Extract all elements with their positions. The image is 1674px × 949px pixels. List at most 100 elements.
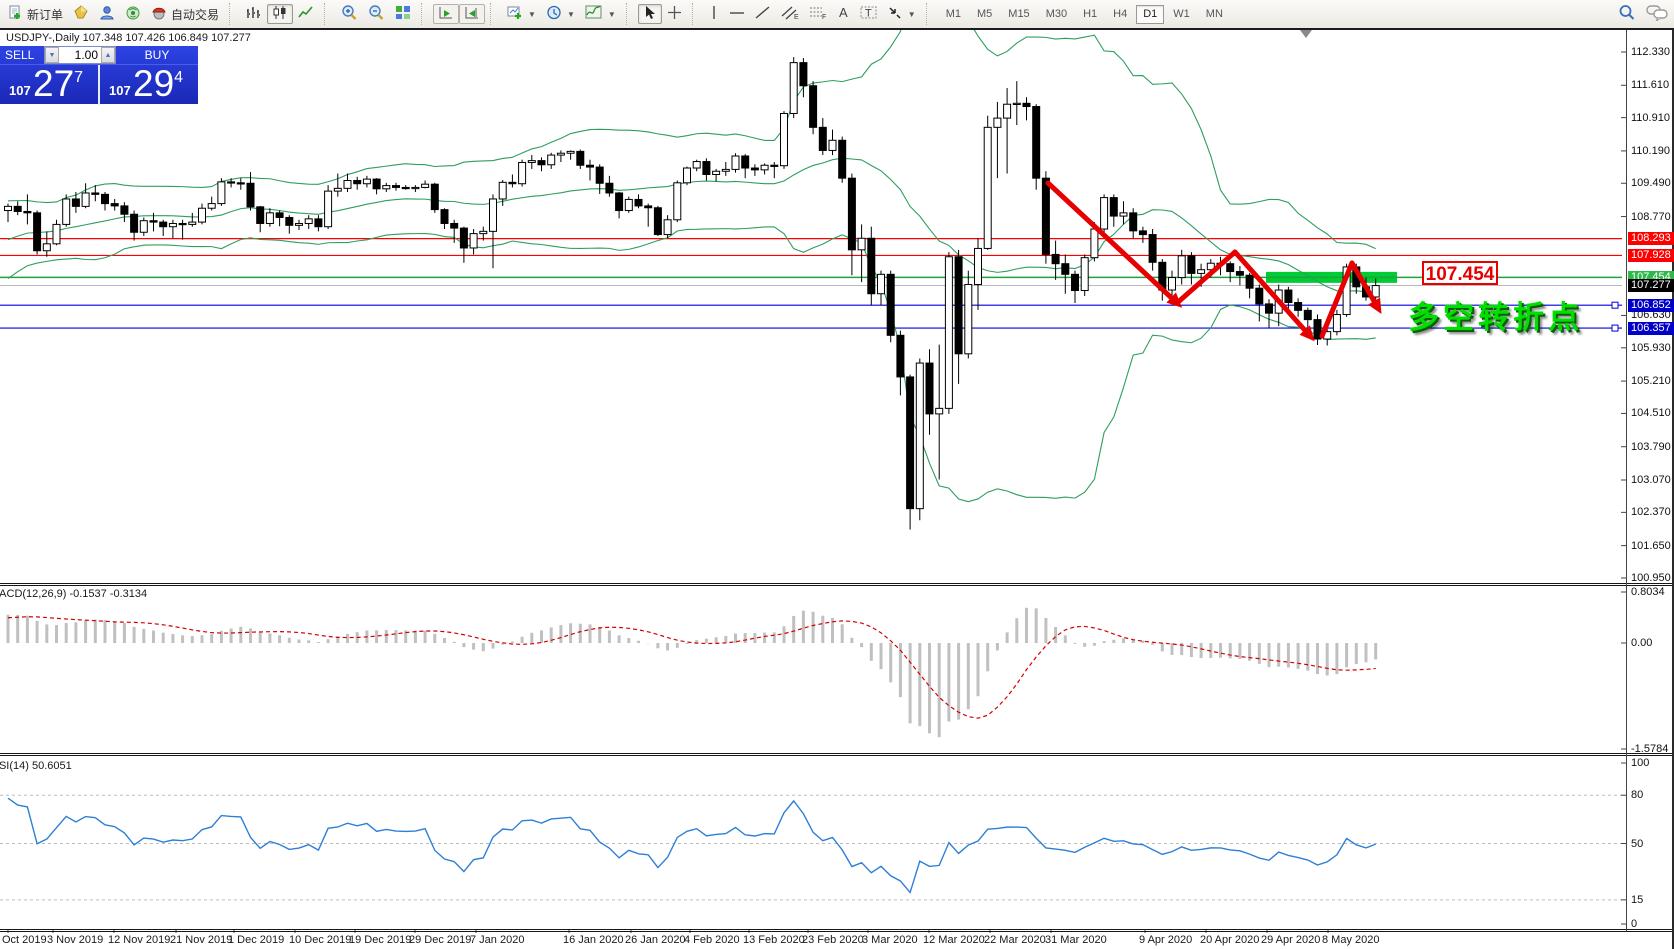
timeframe-d1[interactable]: D1 <box>1136 4 1165 24</box>
volume-spinner[interactable]: ▼ 1.00 ▲ <box>44 46 116 64</box>
bar-chart-button[interactable] <box>241 4 267 24</box>
timeframe-m15[interactable]: M15 <box>1008 7 1030 20</box>
volume-up-button[interactable]: ▲ <box>101 47 115 63</box>
price-level-label: 106.852 <box>1628 298 1674 312</box>
tile-windows-icon <box>395 5 411 23</box>
toolbar-separator <box>490 3 497 25</box>
pane-separator[interactable] <box>0 583 1674 584</box>
periodicity-icon <box>546 5 562 23</box>
pane-separator[interactable] <box>0 755 1674 756</box>
chart-shift-button[interactable] <box>459 4 486 24</box>
timeframe-mn[interactable]: MN <box>1205 7 1223 20</box>
toolbar-separator <box>421 3 428 25</box>
volume-value[interactable]: 1.00 <box>74 48 98 62</box>
buy-price[interactable]: 107 294 <box>100 63 198 105</box>
new-chart-icon <box>507 5 523 23</box>
axis-tick-label: 100 <box>1631 757 1650 769</box>
chart-shift-marker[interactable] <box>1300 30 1312 38</box>
label-tool-button[interactable]: T <box>855 4 882 24</box>
search-icon[interactable] <box>1618 4 1636 24</box>
crosshair-button[interactable] <box>662 4 687 24</box>
chevron-down-icon: ▼ <box>566 9 575 19</box>
candlestick-button[interactable] <box>267 4 294 24</box>
cursor-button[interactable] <box>637 4 662 24</box>
auto-scroll-icon <box>438 5 454 23</box>
arrows-tool-icon <box>887 5 903 23</box>
indicators-button[interactable]: ▼ <box>580 4 621 24</box>
date-axis-label: 1 Dec 2019 <box>228 934 285 946</box>
date-axis-line <box>0 931 1674 932</box>
date-axis-label: 20 Apr 2020 <box>1200 934 1260 946</box>
chevron-down-icon: ▼ <box>528 9 536 19</box>
buy-price-figure: 107 <box>109 83 131 98</box>
hline-icon <box>729 5 745 23</box>
axis-tick-label: 103.790 <box>1631 440 1671 453</box>
date-axis-label: 10 Dec 2019 <box>289 934 352 946</box>
date-axis-label: 13 Feb 2020 <box>743 934 805 946</box>
auto-scroll-button[interactable] <box>433 4 460 24</box>
date-axis-label: 29 Apr 2020 <box>1261 934 1321 946</box>
zoom-in-button[interactable] <box>336 4 363 24</box>
date-axis-label: 19 Dec 2019 <box>349 934 412 946</box>
axis-tick-label: 112.330 <box>1631 46 1670 58</box>
window-right-border <box>1672 28 1674 949</box>
pane-separator[interactable] <box>0 753 1674 754</box>
price-level-callout[interactable]: 107.454 <box>1422 261 1498 285</box>
date-axis-label: 22 Mar 2020 <box>984 934 1046 946</box>
buy-button[interactable]: BUY <box>144 48 170 62</box>
macd-indicator-label: MACD(12,26,9) -0.1537 -0.3134 <box>0 588 148 600</box>
sell-price-big: 27 <box>33 63 75 104</box>
hline-tool-button[interactable] <box>724 4 750 24</box>
rsi-indicator-label: RSI(14) 50.6051 <box>0 760 72 772</box>
new-chart-button[interactable]: ▼ <box>502 4 541 24</box>
new-order-icon <box>8 5 23 23</box>
new-order-button[interactable]: 新订单 <box>3 4 68 24</box>
axis-tick-label: 105.930 <box>1631 341 1671 354</box>
trendline-tool-button[interactable] <box>750 4 776 24</box>
sell-button[interactable]: SELL <box>5 48 35 62</box>
fibonacci-tool-button[interactable]: F <box>804 4 832 24</box>
turning-point-annotation[interactable]: 多空转折点 <box>1408 300 1583 335</box>
date-axis-label: 8 May 2020 <box>1322 934 1380 946</box>
toolbar: 新订单 自动交易 <box>0 0 1674 29</box>
arrows-tool-button[interactable]: ▼ <box>882 4 921 24</box>
tile-windows-button[interactable] <box>390 4 416 24</box>
timeframe-h1[interactable]: H1 <box>1083 7 1098 20</box>
price-level-label: 107.277 <box>1628 279 1674 293</box>
timeframe-w1[interactable]: W1 <box>1173 7 1190 20</box>
date-axis-label: 9 Apr 2020 <box>1139 934 1193 946</box>
chat-icon[interactable] <box>1646 4 1668 24</box>
timeframe-h4[interactable]: H4 <box>1113 7 1128 20</box>
text-tool-button[interactable]: A <box>832 4 855 24</box>
pane-separator[interactable] <box>0 585 1674 586</box>
toolbar-separator <box>229 3 236 25</box>
date-axis-label: 26 Jan 2020 <box>625 934 686 946</box>
timeframe-m1[interactable]: M1 <box>945 7 961 20</box>
bar-chart-icon <box>246 5 262 23</box>
sell-price[interactable]: 107 277 <box>0 63 100 105</box>
autotrade-button[interactable]: 自动交易 <box>146 4 224 24</box>
price-level-label: 108.293 <box>1628 232 1674 246</box>
timeframe-m30[interactable]: M30 <box>1045 7 1068 20</box>
toolbar-separator <box>324 3 331 25</box>
axis-tick-label: 106.630 <box>1631 309 1671 322</box>
price-level-label: 107.928 <box>1628 248 1674 262</box>
volume-down-button[interactable]: ▼ <box>45 47 59 63</box>
timeframe-m5[interactable]: M5 <box>977 7 993 20</box>
date-axis-label: 4 Feb 2020 <box>684 934 740 946</box>
channel-tool-button[interactable]: E <box>776 4 804 24</box>
axis-tick-label: 100.950 <box>1631 571 1671 584</box>
market-button[interactable] <box>68 4 94 24</box>
signals-button[interactable] <box>120 4 146 24</box>
zoom-out-button[interactable] <box>363 4 390 24</box>
chevron-down-icon: ▼ <box>607 9 616 19</box>
vline-tool-button[interactable] <box>704 4 724 24</box>
axis-tick-label: 104.510 <box>1631 407 1671 420</box>
community-button[interactable] <box>94 4 120 24</box>
line-chart-button[interactable] <box>293 4 319 24</box>
periodicity-button[interactable]: ▼ <box>541 4 580 24</box>
axis-tick-label: -1.5784 <box>1631 743 1669 755</box>
axis-tick-label: 50 <box>1631 837 1644 850</box>
